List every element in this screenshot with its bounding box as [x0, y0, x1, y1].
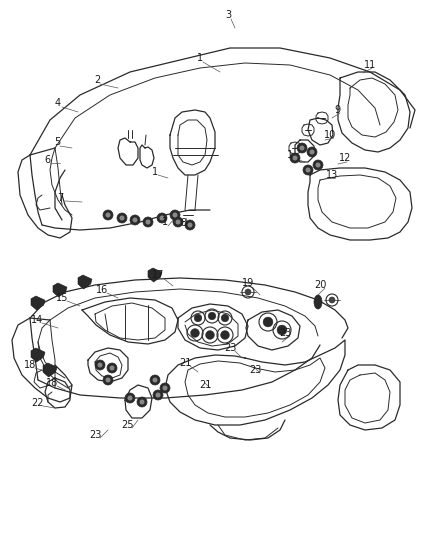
Circle shape [103, 375, 113, 385]
Text: 20: 20 [314, 280, 326, 290]
Circle shape [152, 377, 158, 383]
Circle shape [307, 147, 317, 157]
Circle shape [205, 330, 214, 340]
Text: 5: 5 [54, 137, 60, 147]
Text: 15: 15 [56, 293, 68, 303]
Text: 21: 21 [179, 358, 191, 368]
Circle shape [173, 217, 183, 227]
Circle shape [170, 210, 180, 220]
Circle shape [221, 330, 230, 340]
Circle shape [120, 215, 124, 221]
Circle shape [107, 363, 117, 373]
Circle shape [106, 213, 110, 217]
Circle shape [313, 160, 323, 170]
Text: 8: 8 [180, 218, 186, 228]
Text: 9: 9 [334, 105, 340, 115]
Circle shape [153, 390, 163, 400]
Circle shape [176, 220, 180, 224]
Ellipse shape [314, 295, 322, 309]
Circle shape [143, 217, 153, 227]
Text: 12: 12 [339, 153, 351, 163]
Circle shape [157, 213, 167, 223]
Circle shape [305, 167, 311, 173]
Circle shape [263, 317, 273, 327]
Circle shape [117, 213, 127, 223]
Circle shape [162, 385, 167, 391]
Circle shape [160, 383, 170, 393]
Circle shape [103, 210, 113, 220]
Text: 16: 16 [96, 285, 108, 295]
Circle shape [277, 325, 287, 335]
Text: 18: 18 [24, 360, 36, 370]
Text: 23: 23 [224, 343, 236, 353]
Text: 1: 1 [162, 217, 168, 227]
Circle shape [159, 215, 165, 221]
Text: 18: 18 [46, 378, 58, 388]
Text: 17: 17 [152, 270, 164, 280]
Text: 2: 2 [94, 75, 100, 85]
Text: 1: 1 [287, 150, 293, 160]
Circle shape [297, 143, 307, 153]
Text: 14: 14 [31, 315, 43, 325]
Circle shape [137, 397, 147, 407]
Circle shape [155, 392, 160, 398]
Circle shape [208, 312, 216, 320]
Circle shape [150, 375, 160, 385]
Circle shape [145, 220, 151, 224]
Circle shape [191, 329, 199, 337]
Circle shape [187, 222, 192, 228]
Text: 23: 23 [89, 430, 101, 440]
Circle shape [194, 314, 202, 322]
Circle shape [303, 165, 313, 175]
Circle shape [98, 362, 102, 367]
Text: 23: 23 [279, 328, 291, 338]
Circle shape [106, 377, 110, 383]
Text: 1: 1 [197, 53, 203, 63]
Circle shape [315, 163, 321, 167]
Circle shape [310, 149, 314, 155]
Text: 6: 6 [44, 155, 50, 165]
Polygon shape [31, 348, 45, 362]
Text: 21: 21 [199, 380, 211, 390]
Text: 3: 3 [225, 10, 231, 20]
Polygon shape [43, 363, 57, 377]
Polygon shape [31, 296, 45, 310]
Text: 23: 23 [249, 365, 261, 375]
Text: 10: 10 [324, 130, 336, 140]
Polygon shape [78, 275, 92, 289]
Polygon shape [53, 283, 67, 297]
Circle shape [300, 146, 304, 150]
Circle shape [130, 215, 140, 225]
Circle shape [329, 297, 335, 303]
Circle shape [245, 289, 251, 295]
Circle shape [127, 395, 133, 400]
Circle shape [293, 156, 297, 160]
Circle shape [125, 393, 135, 403]
Polygon shape [148, 268, 162, 282]
Circle shape [221, 314, 229, 322]
Circle shape [133, 217, 138, 222]
Text: 13: 13 [326, 170, 338, 180]
Circle shape [173, 213, 177, 217]
Circle shape [110, 366, 114, 370]
Text: 1: 1 [152, 167, 158, 177]
Text: 7: 7 [57, 193, 63, 203]
Text: 25: 25 [121, 420, 133, 430]
Text: 11: 11 [364, 60, 376, 70]
Circle shape [290, 153, 300, 163]
Text: 4: 4 [55, 98, 61, 108]
Circle shape [185, 220, 195, 230]
Text: 19: 19 [242, 278, 254, 288]
Circle shape [139, 400, 145, 405]
Circle shape [95, 360, 105, 370]
Text: 22: 22 [32, 398, 44, 408]
